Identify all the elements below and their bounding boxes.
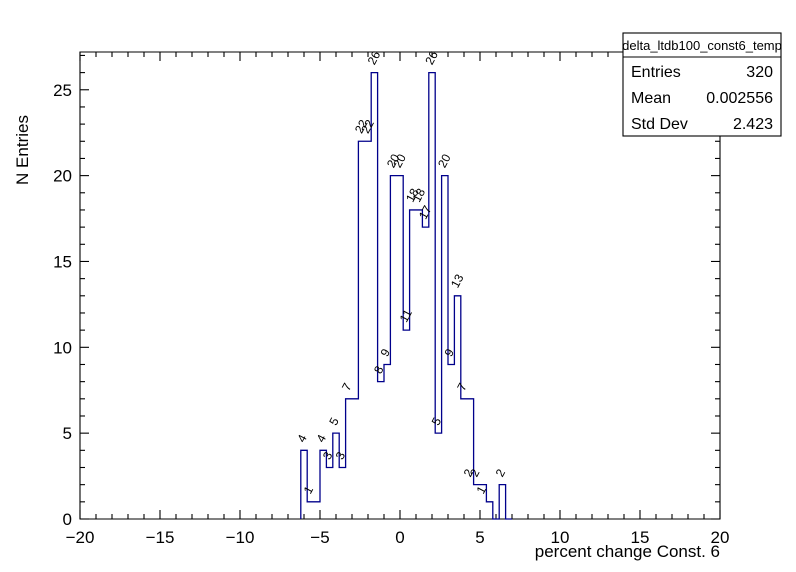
x-tick-label: 5 <box>475 528 484 547</box>
x-tick-label: 20 <box>711 528 730 547</box>
histogram-steps <box>300 71 512 520</box>
bin-value-label: 20 <box>384 151 403 170</box>
x-axis-title: percent change Const. 6 <box>535 542 720 561</box>
bin-value-label: 2 <box>493 466 509 479</box>
bin-value-label: 4 <box>313 432 329 445</box>
bin-value-label: 26 <box>365 48 384 67</box>
statistics-box[interactable]: delta_ltdb100_const6_temp Entries 320 Mean 0… <box>622 32 782 137</box>
x-tick-label: 10 <box>551 528 570 547</box>
x-tick-label: −10 <box>226 528 255 547</box>
stats-box-frame[interactable] <box>622 32 782 137</box>
stats-row-label: Mean <box>631 90 671 107</box>
x-tick-label: −5 <box>310 528 329 547</box>
bin-value-label: 26 <box>422 48 441 67</box>
bin-value-label: 13 <box>448 272 467 291</box>
y-tick-label: 15 <box>53 252 72 271</box>
y-axis-title: N Entries <box>13 115 32 185</box>
y-tick-label: 20 <box>53 167 72 186</box>
bin-value-label: 11 <box>397 307 415 325</box>
bin-value-label: 7 <box>339 380 355 393</box>
bin-value-label: 7 <box>454 380 470 393</box>
bin-value-label: 18 <box>409 186 428 205</box>
stats-row-value: 0.002556 <box>706 90 773 107</box>
x-tick-label: 15 <box>631 528 650 547</box>
histogram-outline <box>300 71 512 520</box>
bin-value-label: 4 <box>294 432 310 445</box>
stats-box-title: delta_ltdb100_const6_temp <box>622 38 782 53</box>
x-tick-label: 0 <box>395 528 404 547</box>
stats-row-value: 320 <box>746 64 773 81</box>
x-axis-ticks: −20 −15 −10 −5 0 5 10 15 20 <box>66 52 730 547</box>
y-tick-label: 5 <box>63 424 72 443</box>
bin-value-label: 22 <box>352 117 371 136</box>
x-tick-label: −20 <box>66 528 95 547</box>
y-tick-label: 10 <box>53 338 72 357</box>
bin-value-label: 17 <box>416 203 435 222</box>
bin-value-label: 20 <box>435 151 454 170</box>
y-tick-label: 25 <box>53 81 72 100</box>
bin-value-label: 1 <box>301 483 317 496</box>
bin-value-label: 5 <box>326 415 342 428</box>
bin-value-label: 22 <box>358 117 377 136</box>
stats-row-value: 2.423 <box>733 116 773 133</box>
x-tick-label: −15 <box>146 528 175 547</box>
stats-row-label: Entries <box>631 64 681 81</box>
bin-value-label: 18 <box>403 186 422 205</box>
stats-row-label: Std Dev <box>631 116 688 133</box>
bin-value-label: 20 <box>390 151 409 170</box>
y-tick-label: 0 <box>63 510 72 529</box>
